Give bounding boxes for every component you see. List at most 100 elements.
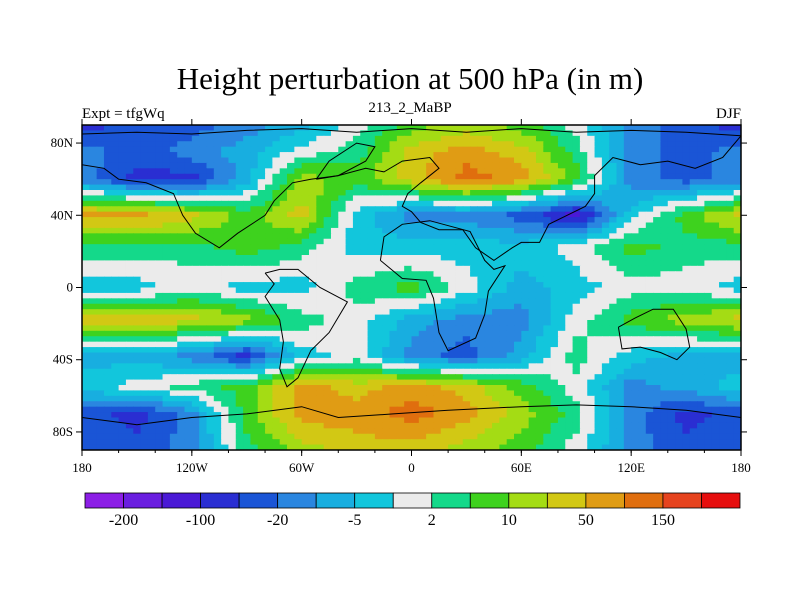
field-cell [616, 260, 625, 267]
field-cell [455, 363, 464, 370]
field-cell [631, 130, 640, 137]
field-cell [265, 352, 273, 359]
field-cell [543, 298, 552, 305]
field-cell [367, 276, 376, 283]
field-cell [162, 330, 171, 337]
field-cell [206, 309, 215, 316]
field-cell [601, 282, 610, 289]
field-cell [279, 168, 288, 175]
field-cell [389, 417, 398, 424]
field-cell [316, 184, 325, 191]
field-cell [250, 325, 259, 332]
field-cell [228, 347, 237, 354]
field-cell [396, 330, 405, 337]
field-cell [470, 173, 478, 180]
field-cell [404, 282, 413, 289]
field-cell [506, 314, 515, 321]
field-cell [360, 347, 369, 354]
field-cell [96, 200, 105, 207]
field-cell [528, 146, 537, 153]
field-cell [418, 227, 427, 234]
field-cell [572, 130, 581, 137]
field-cell [323, 217, 332, 224]
field-cell [499, 379, 508, 386]
field-cell [484, 233, 493, 240]
field-cell [587, 368, 596, 375]
field-cell [492, 152, 500, 159]
field-cell [689, 347, 698, 354]
field-cell [719, 341, 727, 348]
field-cell [82, 227, 90, 234]
field-cell [111, 417, 120, 424]
field-cell [418, 211, 427, 218]
field-cell [111, 217, 120, 224]
field-cell [697, 417, 705, 424]
field-cell [118, 309, 127, 316]
field-cell [631, 173, 640, 180]
field-cell [448, 368, 457, 375]
field-cell [287, 390, 295, 397]
field-cell [367, 320, 376, 327]
field-cell [528, 390, 537, 397]
field-cell [418, 357, 427, 364]
field-cell [675, 141, 684, 148]
field-cell [235, 227, 244, 234]
field-cell [294, 352, 303, 359]
field-cell [389, 314, 398, 321]
field-cell [645, 146, 654, 153]
field-cell [462, 260, 471, 267]
field-cell [492, 179, 500, 186]
field-cell [96, 303, 105, 310]
field-cell [697, 184, 705, 191]
field-cell [308, 325, 317, 332]
field-cell [535, 336, 544, 343]
field-cell [294, 390, 303, 397]
field-cell [169, 363, 178, 370]
field-cell [140, 135, 149, 142]
field-cell [594, 146, 603, 153]
field-cell [235, 417, 244, 424]
field-cell [294, 357, 303, 364]
field-cell [345, 417, 354, 424]
field-cell [316, 336, 325, 343]
field-cell [82, 162, 90, 169]
field-cell [426, 195, 435, 202]
field-cell [279, 417, 288, 424]
field-cell [653, 320, 662, 327]
field-cell [228, 325, 237, 332]
field-cell [550, 390, 559, 397]
field-cell [682, 336, 691, 343]
field-cell [470, 363, 478, 370]
field-cell [345, 217, 354, 224]
field-cell [543, 222, 552, 229]
field-cell [645, 341, 654, 348]
field-cell [609, 249, 618, 256]
field-cell [455, 352, 464, 359]
field-cell [514, 244, 522, 251]
field-cell [411, 190, 420, 197]
field-cell [257, 417, 266, 424]
field-cell [550, 179, 559, 186]
field-cell [396, 184, 405, 191]
field-cell [689, 249, 698, 256]
field-cell [396, 260, 405, 267]
field-cell [162, 412, 171, 419]
field-cell [118, 292, 127, 299]
field-cell [140, 249, 149, 256]
field-cell [418, 385, 427, 392]
field-cell [301, 341, 310, 348]
field-cell [155, 417, 164, 424]
field-cell [330, 309, 339, 316]
field-cell [118, 157, 127, 164]
field-cell [689, 141, 698, 148]
field-cell [294, 238, 303, 245]
field-cell [316, 385, 325, 392]
field-cell [265, 385, 273, 392]
field-cell [572, 298, 581, 305]
field-cell [557, 179, 566, 186]
field-cell [352, 422, 361, 429]
field-cell [411, 395, 420, 402]
field-cell [272, 162, 281, 169]
field-cell [411, 195, 420, 202]
field-cell [221, 152, 230, 159]
